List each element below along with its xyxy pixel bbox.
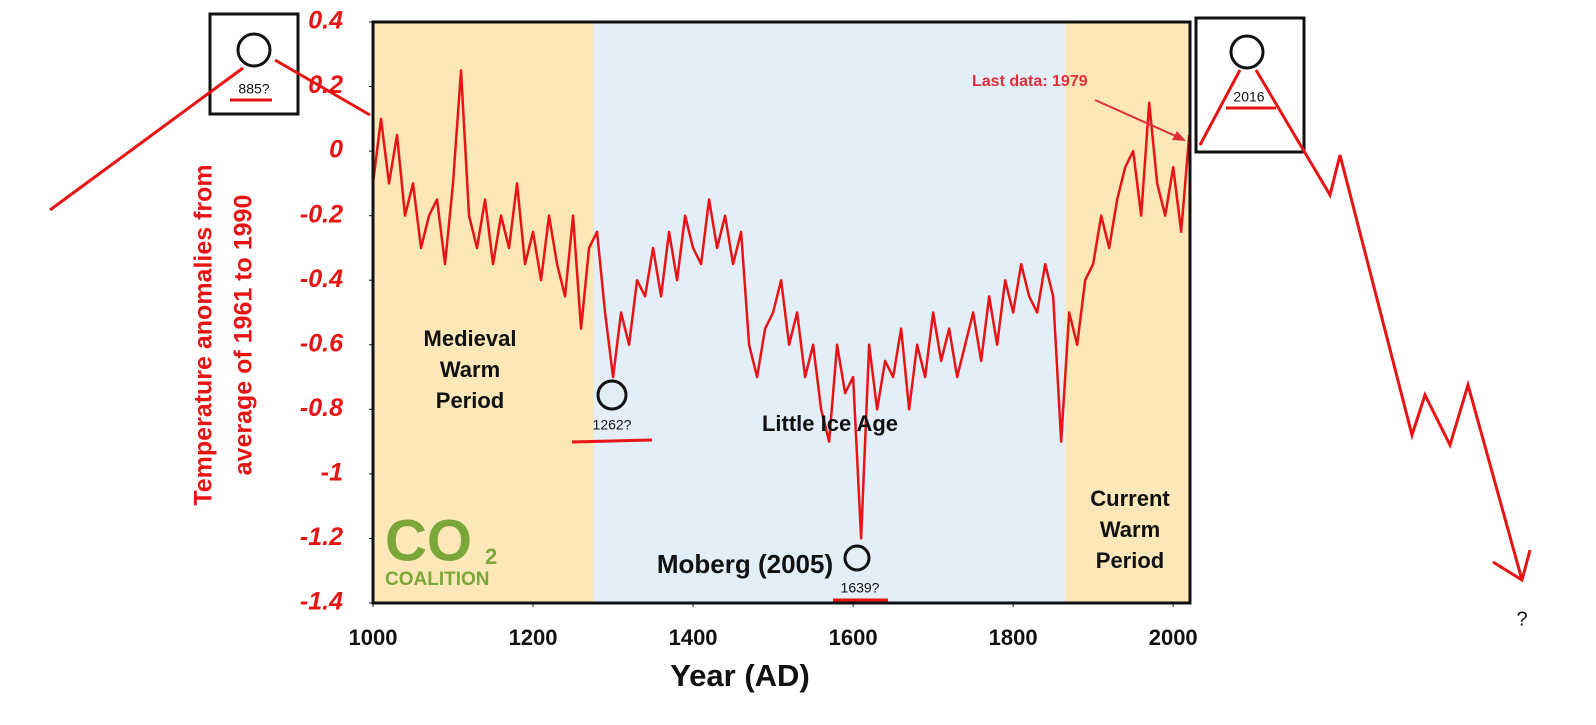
hand-line — [49, 66, 244, 212]
y-tick-label: -0.6 — [300, 329, 344, 357]
y-tick-label: -0.2 — [300, 200, 343, 228]
y-tick-label: 0 — [329, 136, 343, 164]
x-tick-label: 1800 — [989, 625, 1038, 650]
y-tick-label: -1.2 — [300, 523, 343, 551]
region-label: Little Ice Age — [762, 411, 898, 436]
y-tick-label: 0.4 — [308, 7, 343, 35]
y-axis-label-line: Temperature anomalies from — [190, 164, 218, 505]
y-axis-label: Temperature anomalies from average of 19… — [190, 164, 258, 505]
hand-zigzag — [1254, 69, 1524, 581]
hand-line — [1198, 69, 1242, 146]
annotation: 1639? — [841, 580, 880, 596]
hand-line — [274, 58, 371, 117]
annotation: Last data: 1979 — [972, 73, 1088, 90]
region-label: Current — [1090, 486, 1170, 511]
plot — [371, 69, 1191, 540]
y-tick-label: -1.4 — [300, 588, 343, 616]
region — [1065, 22, 1190, 603]
x-tick-label: 1600 — [829, 625, 878, 650]
x-tick-label: 1000 — [349, 625, 398, 650]
region-label: Warm — [1100, 517, 1160, 542]
underline — [571, 438, 653, 444]
annotation: 2016 — [1233, 89, 1264, 105]
plot-frame — [371, 20, 1192, 605]
y-tick-label: 0.2 — [308, 71, 343, 99]
logo-name: COALITION — [385, 569, 490, 590]
annotation: 885? — [238, 81, 269, 97]
y-tick-label: -1 — [321, 458, 343, 486]
annotation: 1262? — [593, 417, 632, 433]
logo-main: CO — [385, 508, 472, 573]
y-tick-label: -0.8 — [300, 394, 343, 422]
annotation-arrow — [1094, 99, 1181, 139]
regions — [373, 22, 1190, 603]
logo-sub: 2 — [485, 544, 497, 569]
circle — [596, 379, 628, 411]
arrow-head — [1172, 131, 1186, 141]
chart-title: Moberg (2005) — [657, 549, 833, 579]
x-axis-label: Year (AD) — [670, 658, 810, 693]
region — [593, 22, 1066, 603]
annotation: ? — [1516, 608, 1527, 630]
box — [1194, 16, 1306, 154]
x-tick-label: 1400 — [669, 625, 718, 650]
logo: CO 2 COALITION — [385, 508, 497, 590]
x-tick-label: 2000 — [1149, 625, 1198, 650]
region-label: Period — [436, 388, 504, 413]
region — [373, 22, 594, 603]
data-line — [371, 69, 1191, 540]
y-axis-label-line: average of 1961 to 1990 — [230, 195, 258, 476]
circle — [1229, 34, 1265, 70]
circle — [843, 544, 871, 572]
region-label: Medieval — [424, 326, 517, 351]
region-label: Warm — [440, 357, 500, 382]
arrow-head — [1492, 549, 1532, 583]
circle — [236, 32, 272, 68]
y-tick-label: -0.4 — [300, 265, 343, 293]
box — [208, 12, 300, 116]
x-tick-label: 1200 — [509, 625, 558, 650]
region-label: Period — [1096, 548, 1164, 573]
